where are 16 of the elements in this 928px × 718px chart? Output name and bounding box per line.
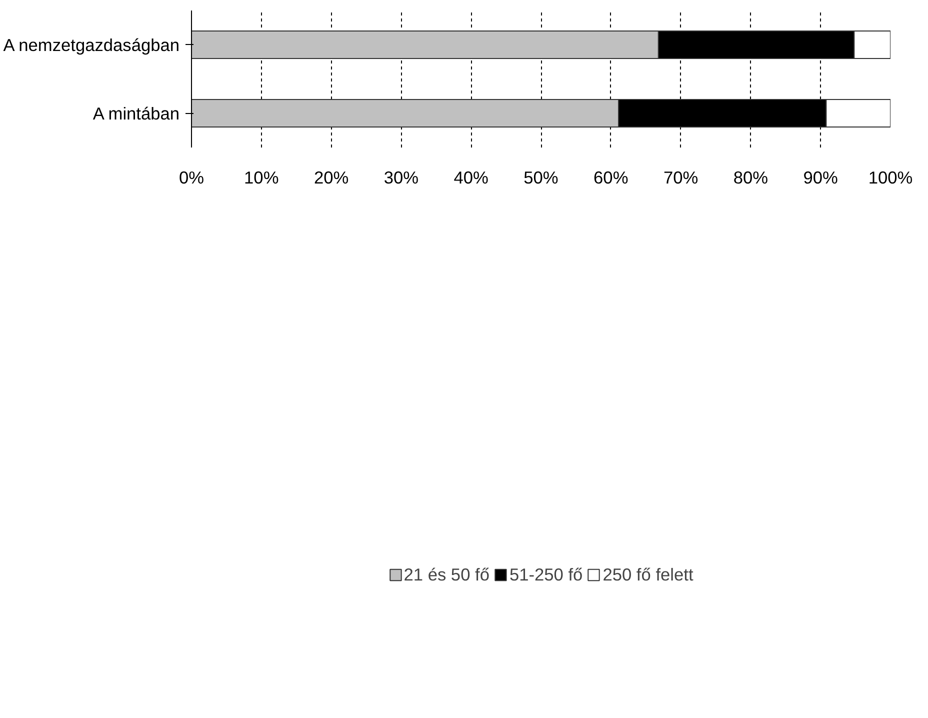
legend-label: 250 fő felett	[602, 564, 694, 586]
x-tick-label: 50%	[524, 168, 558, 188]
x-tick-label: 0%	[178, 168, 204, 188]
y-tick-label: A mintában	[92, 103, 180, 124]
x-tick-label: 70%	[663, 168, 698, 188]
legend-label: 21 és 50 fő	[404, 564, 490, 586]
x-tick-label: 100%	[868, 168, 913, 188]
x-tick-label: 40%	[454, 168, 488, 188]
x-tick-label: 20%	[314, 168, 349, 188]
y-tick-label: A nemzetgazdaságban	[3, 34, 180, 55]
x-tick-label: 60%	[594, 168, 628, 188]
x-tick-label: 90%	[803, 168, 838, 188]
legend-label: 51-250 fő	[509, 564, 583, 586]
x-tick-label: 80%	[733, 168, 768, 188]
x-tick-label: 30%	[384, 168, 419, 188]
x-tick-label: 10%	[244, 168, 279, 188]
